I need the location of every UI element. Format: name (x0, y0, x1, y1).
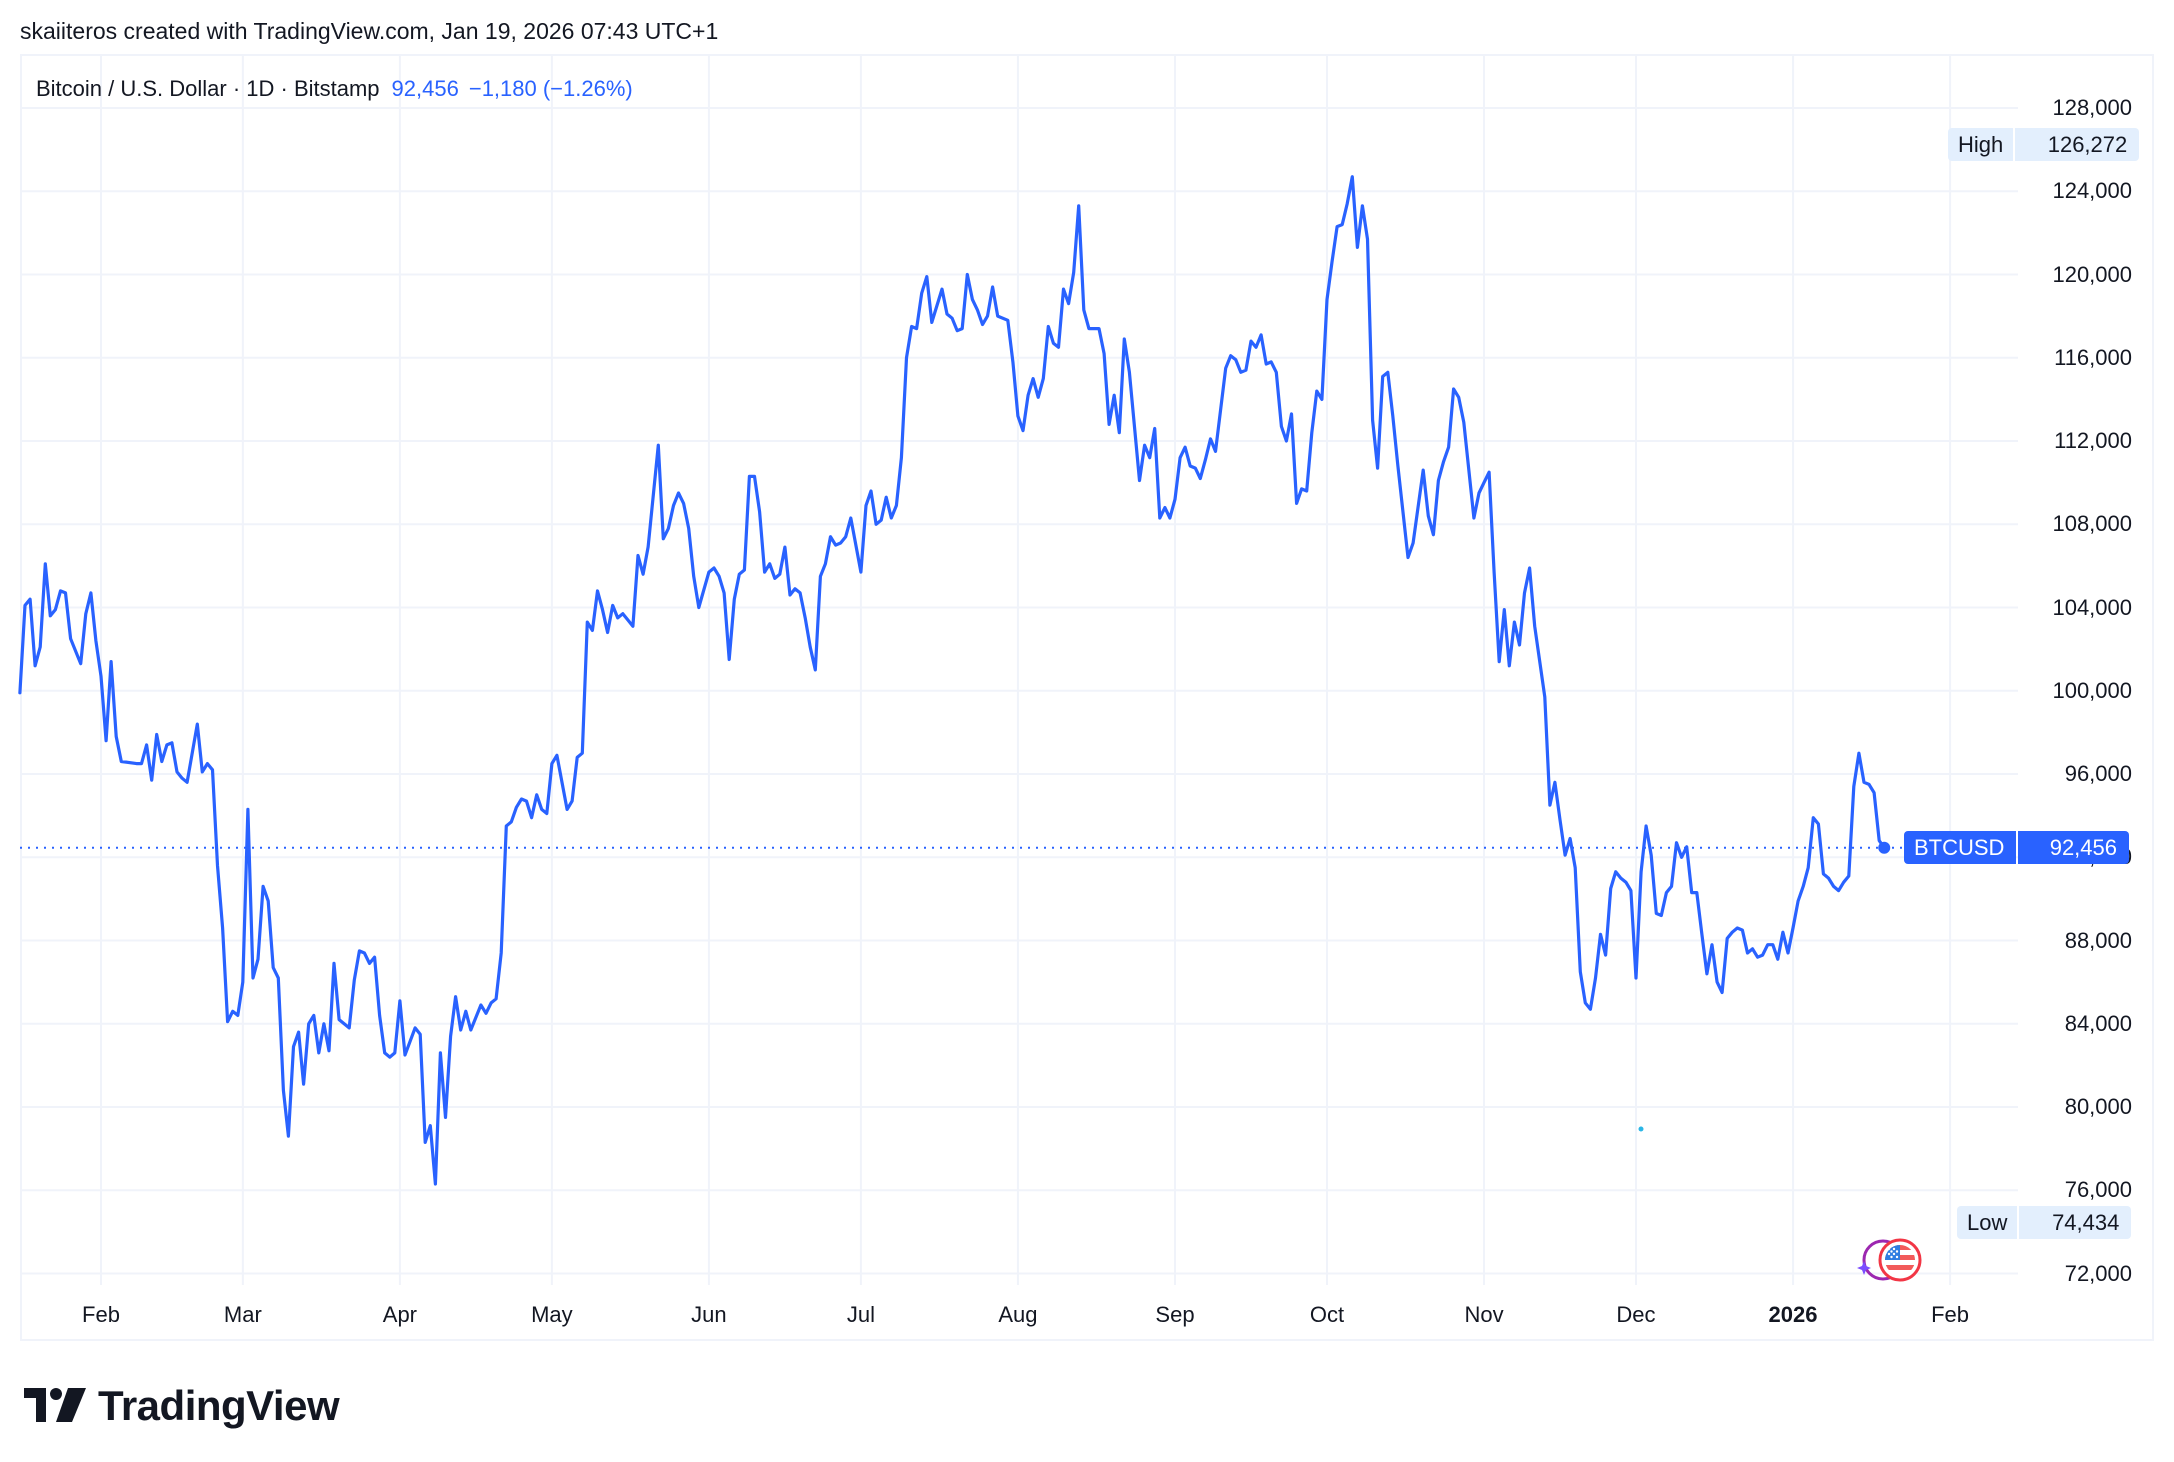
low-price-tag: Low 74,434 (1957, 1206, 2132, 1239)
high-label: High (1948, 128, 2014, 161)
time-axis-label: Apr (382, 1302, 418, 1327)
time-axis-label: Jul (846, 1302, 875, 1327)
marker-dot (1638, 1126, 1644, 1132)
time-axis-label: Mar (223, 1302, 262, 1327)
price-axis-label: 88,000 (2064, 927, 2132, 953)
time-axis-label: Nov (1464, 1302, 1504, 1327)
symbol-description: Bitcoin / U.S. Dollar · 1D · Bitstamp (36, 76, 380, 101)
attribution-text: skaiiteros created with TradingView.com,… (20, 18, 719, 44)
price-line (18, 175, 1886, 1186)
economic-events-marker[interactable] (1854, 1238, 1924, 1284)
tradingview-logo[interactable]: TradingView (24, 1382, 340, 1430)
time-axis-label: 2026 (1768, 1302, 1818, 1327)
low-value: 74,434 (2019, 1206, 2132, 1239)
price-axis-label: 120,000 (2052, 261, 2132, 287)
price-axis-label: 96,000 (2064, 761, 2132, 786)
price-axis-label: 84,000 (2064, 1010, 2132, 1036)
us-flag-event-icon (1857, 1238, 1922, 1282)
time-axis-label: Feb (1931, 1302, 1970, 1327)
price-axis-label: 112,000 (2054, 428, 2132, 453)
price-axis-label: 104,000 (2052, 594, 2132, 620)
last-price: 92,456 (391, 76, 459, 101)
grid-lines (20, 56, 2018, 1285)
symbol-label: BTCUSD (1904, 831, 2016, 864)
tradingview-logo-icon (24, 1388, 86, 1422)
sparkle-icon (1857, 1261, 1871, 1275)
time-axis-label: Oct (1309, 1302, 1345, 1327)
time-axis-label: Sep (1155, 1302, 1195, 1327)
chart-frame (20, 54, 2154, 1341)
price-axis-label: 116,000 (2054, 344, 2132, 370)
high-price-tag: High 126,272 (1948, 128, 2140, 161)
tradingview-logo-text: TradingView (98, 1382, 340, 1429)
price-axis-label: 108,000 (2052, 511, 2132, 537)
last-price-dot (1878, 841, 1891, 854)
price-axis-label: 100,000 (2052, 677, 2132, 703)
low-label: Low (1957, 1206, 2018, 1239)
symbol-legend: Bitcoin / U.S. Dollar · 1D · Bitstamp 92,… (36, 76, 633, 102)
high-value: 126,272 (2015, 128, 2140, 161)
last-price-tag: BTCUSD 92,456 (1904, 831, 2129, 864)
price-axis-label: 128,000 (2052, 95, 2132, 120)
time-axis-label: Feb (82, 1302, 120, 1327)
price-axis-label: 80,000 (2064, 1094, 2132, 1119)
price-axis-label: 124,000 (2052, 178, 2132, 204)
price-axis-label: 72,000 (2064, 1260, 2132, 1286)
last-price-value: 92,456 (2018, 831, 2129, 864)
price-change: −1,180 (−1.26%) (468, 76, 633, 101)
time-axis-label: May (531, 1302, 573, 1327)
time-axis-label: Jun (691, 1302, 727, 1327)
price-axis-label: 76,000 (2064, 1177, 2132, 1203)
time-axis-label: Dec (1616, 1302, 1656, 1327)
time-axis-label: Aug (998, 1302, 1038, 1327)
